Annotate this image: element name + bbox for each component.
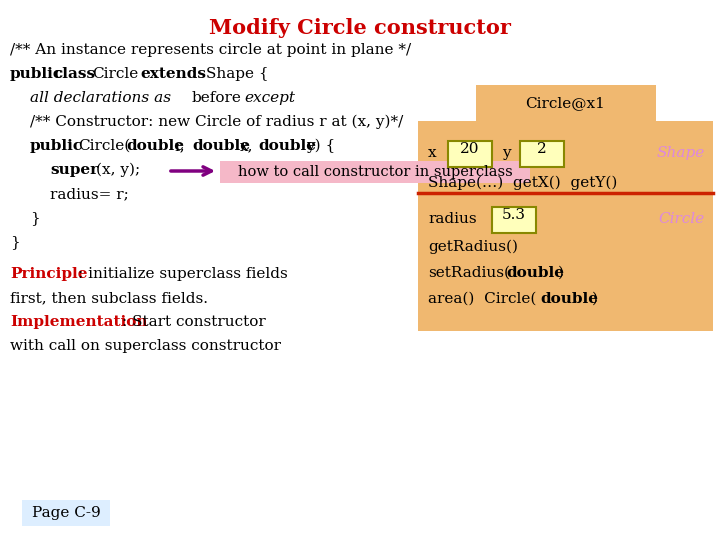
Text: Page C-9: Page C-9 bbox=[32, 506, 100, 520]
Text: (x, y);: (x, y); bbox=[96, 163, 140, 178]
Text: x,: x, bbox=[240, 139, 253, 153]
Text: extends: extends bbox=[140, 67, 206, 81]
Text: radius= r;: radius= r; bbox=[50, 187, 129, 201]
Text: except: except bbox=[244, 91, 295, 105]
Text: x: x bbox=[428, 146, 436, 160]
Text: first, then subclass fields.: first, then subclass fields. bbox=[10, 291, 208, 305]
Text: 5.3: 5.3 bbox=[502, 208, 526, 222]
Text: 20: 20 bbox=[460, 142, 480, 156]
Text: how to call constructor in superclass: how to call constructor in superclass bbox=[238, 165, 513, 179]
Bar bbox=[22, 500, 110, 526]
Text: Circle@x1: Circle@x1 bbox=[526, 96, 606, 110]
Text: : Start constructor: : Start constructor bbox=[122, 315, 266, 329]
Text: double: double bbox=[192, 139, 250, 153]
Bar bbox=[492, 207, 536, 233]
Text: r,: r, bbox=[174, 139, 184, 153]
Text: Implementation: Implementation bbox=[10, 315, 148, 329]
Text: y) {: y) { bbox=[306, 139, 336, 153]
Text: double: double bbox=[506, 266, 564, 280]
Text: Modify Circle constructor: Modify Circle constructor bbox=[209, 18, 511, 38]
Text: all declarations as: all declarations as bbox=[30, 91, 171, 105]
Text: }: } bbox=[30, 211, 40, 225]
Text: ): ) bbox=[558, 266, 564, 280]
Text: public: public bbox=[10, 67, 63, 81]
Text: radius: radius bbox=[428, 212, 477, 226]
Text: double: double bbox=[540, 292, 598, 306]
Bar bbox=[418, 121, 713, 331]
Text: Principle: Principle bbox=[10, 267, 88, 281]
Text: }: } bbox=[10, 235, 19, 249]
Text: Shape {: Shape { bbox=[206, 67, 269, 81]
Bar bbox=[220, 161, 530, 183]
Text: super: super bbox=[50, 163, 98, 177]
Text: ): ) bbox=[592, 292, 598, 306]
Text: 2: 2 bbox=[537, 142, 547, 156]
Text: Circle: Circle bbox=[92, 67, 138, 81]
Text: : initialize superclass fields: : initialize superclass fields bbox=[78, 267, 288, 281]
Text: y: y bbox=[502, 146, 510, 160]
Text: Circle(: Circle( bbox=[78, 139, 130, 153]
Bar bbox=[475, 85, 655, 121]
Text: Shape: Shape bbox=[657, 146, 705, 160]
Text: /** An instance represents circle at point in plane */: /** An instance represents circle at poi… bbox=[10, 43, 411, 57]
Text: class: class bbox=[53, 67, 95, 81]
Text: before: before bbox=[192, 91, 242, 105]
Text: /** Constructor: new Circle of radius r at (x, y)*/: /** Constructor: new Circle of radius r … bbox=[30, 115, 403, 130]
Bar bbox=[448, 141, 492, 167]
Text: double: double bbox=[258, 139, 316, 153]
Text: Circle: Circle bbox=[659, 212, 705, 226]
Text: setRadius(: setRadius( bbox=[428, 266, 510, 280]
Text: area()  Circle(: area() Circle( bbox=[428, 292, 536, 306]
Text: double: double bbox=[126, 139, 184, 153]
Bar bbox=[520, 141, 564, 167]
Text: public: public bbox=[30, 139, 83, 153]
Text: Shape(…)  getX()  getY(): Shape(…) getX() getY() bbox=[428, 176, 617, 191]
Text: getRadius(): getRadius() bbox=[428, 240, 518, 254]
Text: with call on superclass constructor: with call on superclass constructor bbox=[10, 339, 281, 353]
